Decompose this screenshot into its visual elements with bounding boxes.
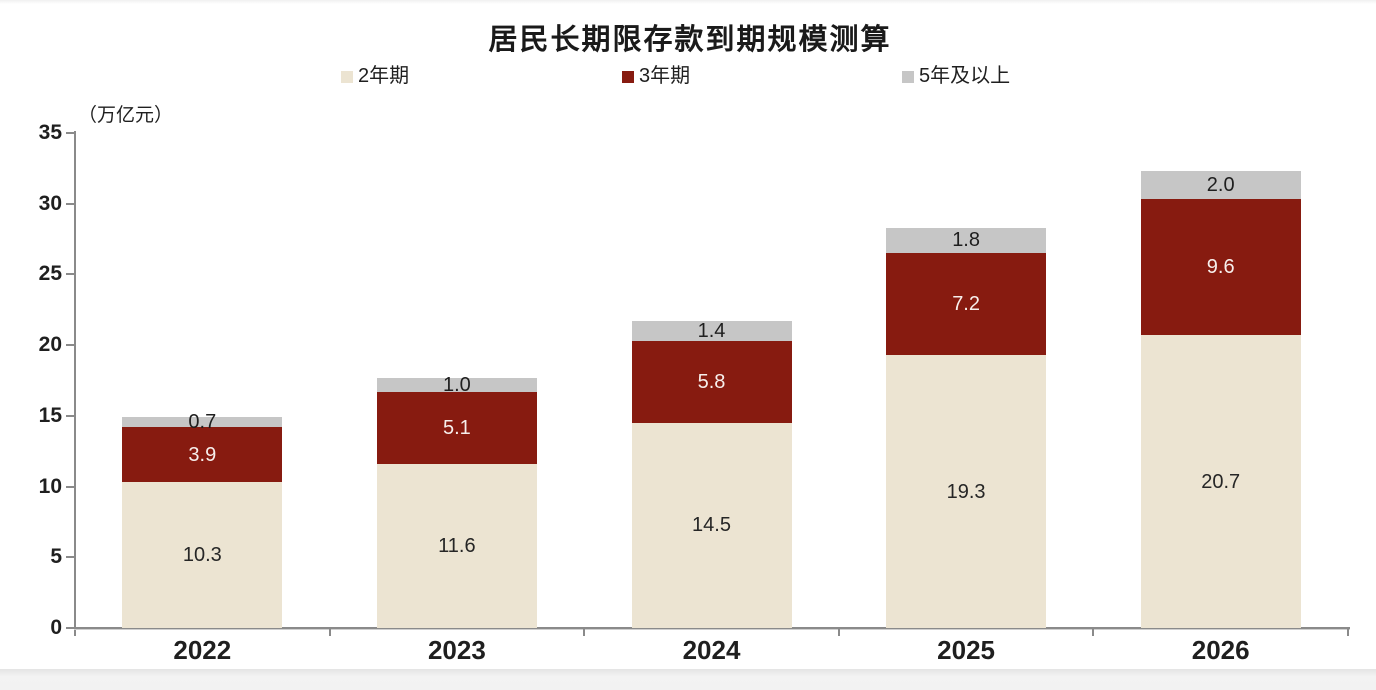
bar-segment-5年及以上 <box>1140 171 1301 200</box>
y-tick <box>66 556 74 559</box>
x-axis-shadow <box>74 629 1350 630</box>
y-tick <box>66 132 74 134</box>
y-tick-label: 10 <box>38 474 62 498</box>
x-category-label: 2022 <box>173 635 232 665</box>
bar-value-label: 20.7 <box>1201 470 1241 493</box>
x-axis-line <box>74 627 1350 629</box>
bar-segment-5年及以上 <box>886 227 1047 254</box>
bar-value-label: 19.3 <box>946 480 986 503</box>
bar-segment-3年期 <box>886 253 1047 356</box>
x-tick <box>1092 628 1095 636</box>
legend-label-2year: 2年期 <box>358 65 410 87</box>
y-tick-label: 35 <box>38 121 62 144</box>
y-tick <box>66 202 74 205</box>
y-axis-line <box>74 131 76 636</box>
legend-label-3year: 3年期 <box>639 65 691 87</box>
y-tick <box>66 344 74 347</box>
bar-segment-2年期 <box>122 482 283 628</box>
legend-label-5year-plus: 5年及以上 <box>919 65 1011 87</box>
bar-segment-2年期 <box>1140 335 1301 628</box>
bar-value-label: 3.9 <box>188 443 217 466</box>
x-tick <box>1347 628 1349 636</box>
bar-value-label: 5.8 <box>697 370 726 393</box>
bar-value-label: 5.1 <box>442 416 471 439</box>
bar-value-label: 2.0 <box>1206 174 1235 197</box>
legend-swatch-5year-plus-icon <box>902 70 914 83</box>
x-tick <box>837 628 840 636</box>
bar-value-label: 0.7 <box>188 411 217 434</box>
y-tick-label: 20 <box>38 333 62 357</box>
y-tick-label: 0 <box>50 616 62 639</box>
bar-value-label: 10.3 <box>182 544 222 567</box>
bar-segment-2年期 <box>886 355 1047 628</box>
bar-value-label: 9.6 <box>1206 256 1235 279</box>
x-category-label: 2026 <box>1191 635 1250 665</box>
bar-segment-2年期 <box>376 463 537 628</box>
y-tick-label: 30 <box>38 191 62 215</box>
y-tick <box>66 414 74 417</box>
bar-value-label: 1.4 <box>697 320 726 342</box>
bar-segment-3年期 <box>376 391 537 464</box>
legend-swatch-2year-icon <box>341 70 353 83</box>
bar-segment-5年及以上 <box>376 377 537 392</box>
bar-segment-5年及以上 <box>122 417 283 428</box>
y-tick-label: 15 <box>38 403 62 427</box>
legend-swatch-3year-icon <box>622 70 634 83</box>
y-tick <box>66 627 74 629</box>
bar-value-label: 1.8 <box>952 229 980 252</box>
y-tick-label: 25 <box>38 262 62 286</box>
x-tick <box>583 628 586 636</box>
legend-item-2year: 2年期 <box>341 63 409 90</box>
x-category-label: 2023 <box>427 635 486 665</box>
legend-item-5year-plus: 5年及以上 <box>902 63 1010 90</box>
y-tick <box>66 273 74 276</box>
bar-segment-3年期 <box>631 340 792 423</box>
y-tick-label: 5 <box>50 545 62 569</box>
x-category-label: 2025 <box>937 635 996 665</box>
chart-title: 居民长期限存款到期规模测算 <box>488 24 892 56</box>
bar-value-label: 7.2 <box>952 293 980 316</box>
x-category-label: 2024 <box>682 635 741 665</box>
y-axis-unit-label: （万亿元） <box>78 105 174 126</box>
x-tick <box>328 628 331 636</box>
bar-value-label: 14.5 <box>692 514 731 537</box>
y-tick <box>66 485 74 488</box>
bar-value-label: 11.6 <box>438 534 476 557</box>
bar-segment-3年期 <box>1140 199 1301 336</box>
bar-segment-2年期 <box>631 422 792 628</box>
legend-item-3year: 3年期 <box>622 63 690 90</box>
bar-segment-3年期 <box>122 427 283 483</box>
bar-segment-5年及以上 <box>631 321 792 341</box>
bar-value-label: 1.0 <box>442 373 471 396</box>
